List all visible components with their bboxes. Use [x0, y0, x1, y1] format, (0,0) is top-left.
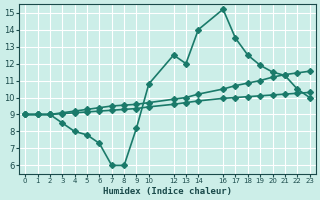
X-axis label: Humidex (Indice chaleur): Humidex (Indice chaleur) — [103, 187, 232, 196]
